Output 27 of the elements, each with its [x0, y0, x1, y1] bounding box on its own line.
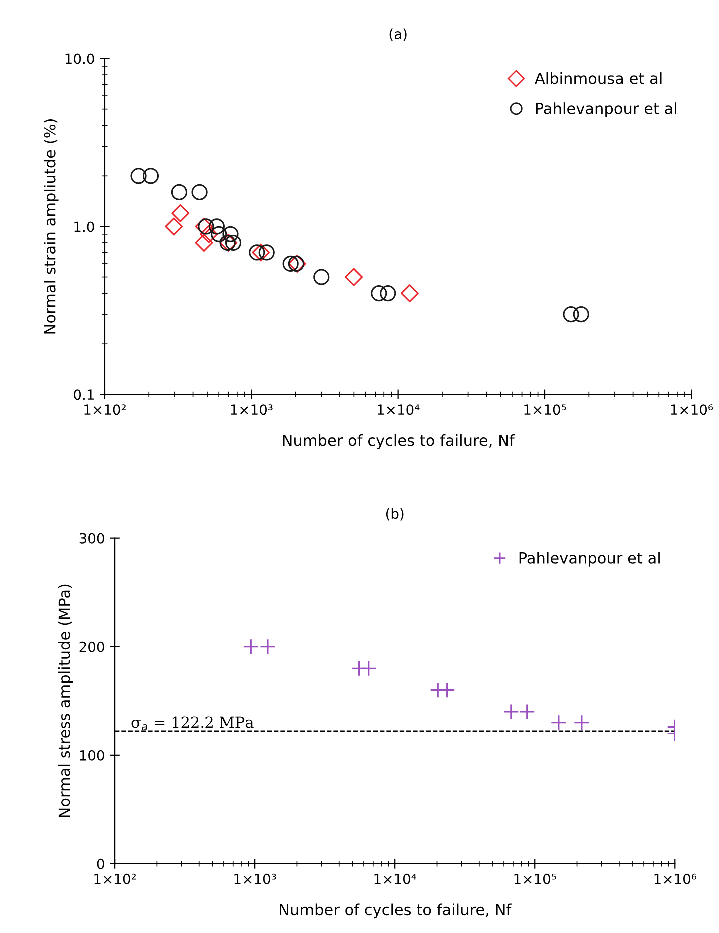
y-tick-label: 100 [80, 750, 104, 761]
x-tick-label: 1×10⁴ [378, 404, 420, 416]
y-tick-label: 10.0 [66, 54, 94, 64]
legend-label: Albinmousa et al [535, 72, 662, 84]
x-axis-title: Number of cycles to failure, Nf [283, 434, 516, 450]
x-tick-label: 1×10³ [234, 874, 276, 884]
y-tick-label: 200 [80, 642, 104, 652]
x-axis-title: Number of cycles to failure, Nf [280, 904, 512, 919]
chart-title: (b) [386, 508, 404, 521]
x-tick-label: 1×10⁵ [524, 404, 566, 416]
x-tick-label: 1×10⁴ [374, 874, 417, 884]
y-tick-label: 0.1 [74, 390, 94, 400]
legend-label: Pahlevanpour et al [520, 552, 660, 567]
x-tick-label: 1×10² [94, 874, 136, 884]
ref-line-label: σ$_{a}$ = 122.2 MPa [132, 716, 254, 731]
x-tick-label: 1×10² [84, 404, 126, 416]
y-tick-label: 0 [97, 858, 104, 870]
x-tick-label: 1×10⁶ [671, 404, 714, 416]
x-tick-label: 1×10⁵ [514, 874, 556, 884]
x-tick-label: 1×10³ [231, 404, 273, 416]
y-axis-title: Normal stress amplitude (MPa) [58, 584, 74, 818]
x-tick-label: 1×10⁶ [654, 874, 697, 884]
y-tick-label: 1.0 [74, 222, 94, 232]
chart-title: (a) [390, 28, 407, 42]
y-tick-label: 300 [80, 533, 104, 544]
y-axis-title: Normal strain ampliutde (%) [44, 120, 59, 334]
legend-label: Pahlevanpour et al [536, 102, 676, 118]
